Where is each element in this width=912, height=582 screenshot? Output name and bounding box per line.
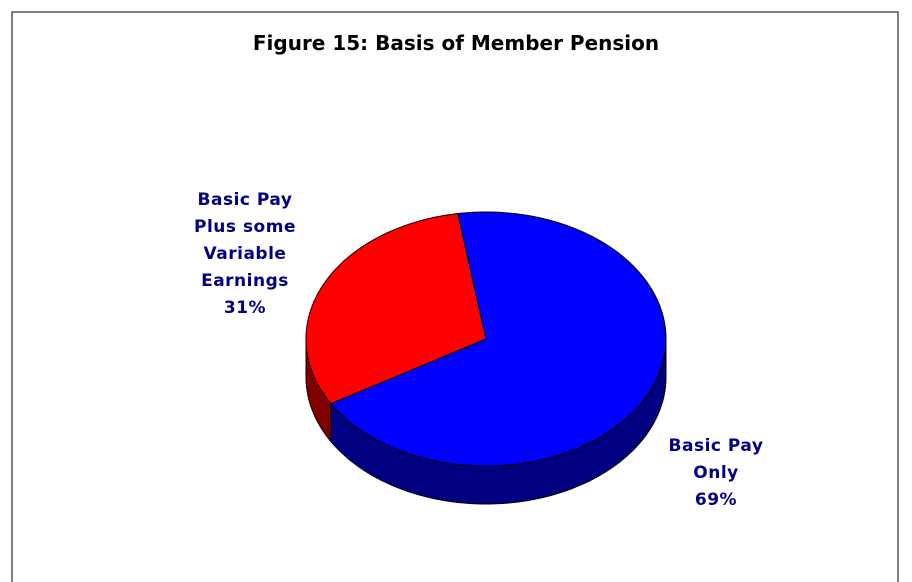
slice-value: 69% — [694, 490, 738, 510]
slice-value: 31% — [223, 298, 267, 318]
slice-label: Basic Pay Plus some Variable Earnings 31% — [180, 187, 310, 322]
slice-name: Basic Pay Only — [668, 436, 764, 483]
slice-name: Basic Pay Plus some Variable Earnings — [194, 190, 296, 291]
pie-slice — [305, 213, 487, 405]
chart-title: Figure 15: Basis of Member Pension — [253, 31, 659, 55]
pie-slice — [330, 211, 667, 467]
slice-label: Basic Pay Only 69% — [651, 433, 781, 514]
